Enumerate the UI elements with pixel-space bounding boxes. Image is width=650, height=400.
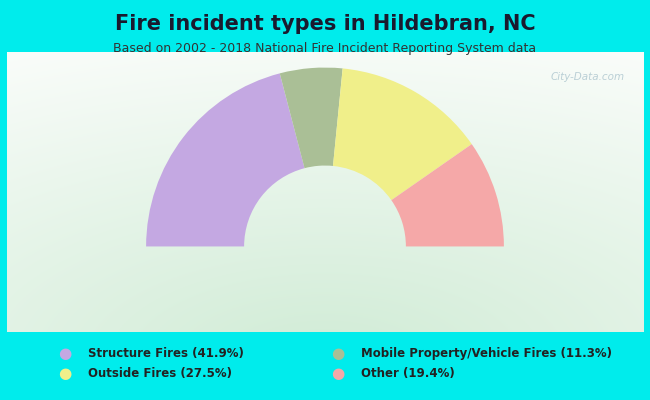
Text: Outside Fires (27.5%): Outside Fires (27.5%) bbox=[88, 368, 232, 380]
Text: Fire incident types in Hildebran, NC: Fire incident types in Hildebran, NC bbox=[114, 14, 536, 34]
Wedge shape bbox=[391, 144, 504, 246]
Text: Mobile Property/Vehicle Fires (11.3%): Mobile Property/Vehicle Fires (11.3%) bbox=[361, 348, 612, 360]
Text: Based on 2002 - 2018 National Fire Incident Reporting System data: Based on 2002 - 2018 National Fire Incid… bbox=[114, 42, 536, 55]
Wedge shape bbox=[333, 68, 472, 200]
Wedge shape bbox=[280, 68, 343, 168]
Text: Structure Fires (41.9%): Structure Fires (41.9%) bbox=[88, 348, 244, 360]
Text: ●: ● bbox=[58, 346, 72, 362]
Text: ●: ● bbox=[58, 366, 72, 382]
Wedge shape bbox=[146, 73, 305, 246]
Text: City-Data.com: City-Data.com bbox=[551, 72, 625, 82]
Text: Other (19.4%): Other (19.4%) bbox=[361, 368, 454, 380]
Text: ●: ● bbox=[332, 346, 344, 362]
Text: ●: ● bbox=[332, 366, 344, 382]
